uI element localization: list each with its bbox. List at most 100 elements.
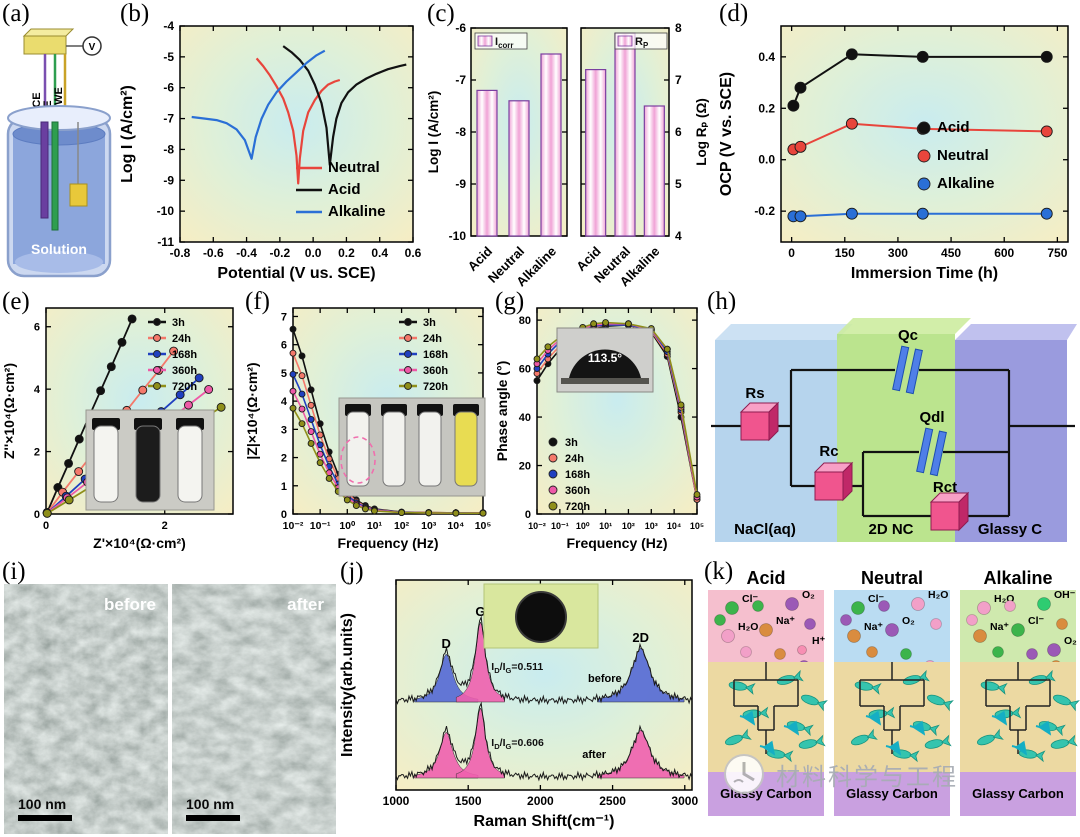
- panel-k-label: (k): [704, 558, 734, 585]
- svg-text:Neutral: Neutral: [328, 159, 380, 176]
- mechanism-schematic: Acid Cl⁻ O₂ H₂O Na⁺ H⁺ Glassy Carbon Neutral Cl⁻…: [704, 568, 1080, 837]
- svg-text:Neutral: Neutral: [937, 147, 989, 164]
- svg-text:0: 0: [525, 509, 531, 521]
- panel-j: (j) 1000 1500 2000 2500 3000 Raman Shift(cm⁻¹…: [338, 558, 704, 837]
- svg-text:1: 1: [281, 481, 287, 493]
- svg-text:360h: 360h: [172, 365, 197, 377]
- svg-text:-8: -8: [163, 142, 174, 156]
- resistor-rs: [739, 401, 780, 442]
- svg-text:10³: 10³: [645, 521, 658, 531]
- svg-text:10⁻¹: 10⁻¹: [310, 520, 331, 532]
- svg-text:10⁻²: 10⁻²: [283, 520, 304, 532]
- svg-text:300: 300: [888, 246, 908, 260]
- panel-h-label: (h): [707, 288, 737, 315]
- svg-text:2500: 2500: [599, 794, 626, 808]
- vial-photo-inset: [338, 397, 486, 497]
- svg-text:7: 7: [675, 73, 682, 87]
- panel-a-label: (a): [2, 0, 30, 27]
- svg-text:10⁵: 10⁵: [690, 521, 704, 531]
- rp-bar-chart: 4 5 6 7 8 Acid Neutral Alkaline Log Rₚ (Ω) RP: [573, 12, 717, 293]
- svg-text:H₂O: H₂O: [928, 589, 948, 601]
- panel-e: (e) 0 2 0 2 4 6 Z'×10⁴(Ω·cm²) Z''×10⁴(Ω·cm²) 3h 2…: [0, 288, 243, 560]
- panel-g-label: (g): [495, 288, 525, 315]
- capacitor-qdl: [916, 427, 947, 477]
- svg-text:750: 750: [1047, 246, 1067, 260]
- svg-text:168h: 168h: [172, 349, 197, 361]
- svg-text:H₂O: H₂O: [738, 621, 758, 633]
- sem-image-after: after 100 nm: [172, 584, 336, 834]
- svg-text:8: 8: [675, 21, 682, 35]
- svg-text:4: 4: [34, 384, 41, 396]
- svg-text:0.6: 0.6: [405, 246, 422, 260]
- svg-text:10⁵: 10⁵: [475, 520, 492, 532]
- solution-label: Solution: [31, 241, 87, 257]
- svg-text:360h: 360h: [565, 485, 590, 497]
- svg-text:4: 4: [281, 396, 288, 408]
- svg-text:Alkaline: Alkaline: [328, 203, 386, 220]
- panel-i: (i) before 100 nm after 100 nm: [0, 558, 338, 837]
- chart-f: 10⁻² 10⁻¹ 10⁰ 10¹ 10² 10³ 10⁴ 10⁵ 0 1 2 3 4 5 6 7 Freque…: [244, 307, 492, 551]
- watermark-logo-icon: [724, 754, 764, 794]
- svg-text:ID/IG=0.606: ID/IG=0.606: [491, 737, 544, 751]
- svg-text:O₂: O₂: [902, 615, 915, 627]
- ce-electrode: [40, 121, 49, 219]
- svg-text:after: after: [582, 749, 607, 761]
- svg-text:-9: -9: [163, 173, 174, 187]
- svg-text:Na⁺: Na⁺: [990, 621, 1009, 633]
- svg-text:720h: 720h: [423, 381, 448, 393]
- svg-text:150: 150: [835, 246, 855, 260]
- region-nacl-label: NaCl(aq): [734, 521, 796, 538]
- ce-label: CE: [31, 92, 43, 107]
- svg-text:-6: -6: [163, 81, 174, 95]
- svg-text:2D: 2D: [632, 630, 649, 645]
- svg-text:Z'×10⁴(Ω·cm²): Z'×10⁴(Ω·cm²): [93, 535, 186, 551]
- equivalent-circuit-schematic: Rs Qc Rc Qdl Rct NaCl(aq) 2D NC Glassy C: [711, 318, 1077, 542]
- watermark: 材料科学与工程: [722, 752, 958, 796]
- circuit-wires: [711, 368, 1075, 518]
- svg-text:Log I (A/cm²): Log I (A/cm²): [119, 85, 136, 183]
- svg-text:2: 2: [34, 447, 40, 459]
- bode-impedance-chart: 10⁻² 10⁻¹ 10⁰ 10¹ 10² 10³ 10⁴ 10⁵ 0 1 2 3 4 5 6 7 Freque…: [243, 294, 493, 563]
- region-boxes: [715, 318, 1077, 542]
- chart-g: 10⁻² 10⁻¹ 10⁰ 10¹ 10² 10³ 10⁴ 10⁵ 0 20 40 60 80 Frequ…: [494, 307, 704, 551]
- svg-text:OH⁻: OH⁻: [1054, 589, 1076, 601]
- cell-schematic: V CE RE WE Solution: [6, 28, 112, 278]
- svg-text:2: 2: [162, 520, 168, 532]
- svg-text:Acid: Acid: [328, 181, 361, 198]
- svg-text:3: 3: [281, 424, 287, 436]
- svg-text:0.2: 0.2: [758, 101, 775, 115]
- region-2dnc-label: 2D NC: [868, 521, 913, 538]
- panel-k: (k) Acid Cl⁻ O₂ H₂O Na⁺ H⁺ Glassy Carbon Neutra…: [704, 558, 1080, 837]
- raman-spectra-chart: 1000 1500 2000 2500 3000 Raman Shift(cm⁻¹) Int…: [338, 572, 704, 837]
- chart-e: 0 2 0 2 4 6 Z'×10⁴(Ω·cm²) Z''×10⁴(Ω·cm²) 3h 24h 16…: [1, 307, 234, 551]
- svg-text:-7: -7: [455, 73, 466, 87]
- svg-text:3h: 3h: [565, 437, 578, 449]
- svg-text:40: 40: [519, 412, 531, 424]
- svg-text:6: 6: [34, 322, 40, 334]
- scalebar-before-label: 100 nm: [18, 796, 66, 812]
- svg-text:7: 7: [281, 311, 287, 323]
- svg-text:3h: 3h: [172, 317, 185, 329]
- svg-text:360h: 360h: [423, 365, 448, 377]
- svg-text:4: 4: [675, 229, 682, 243]
- svg-text:ID/IG=0.511: ID/IG=0.511: [491, 661, 543, 675]
- beaker: Solution: [6, 105, 112, 278]
- panel-f-label: (f): [245, 288, 270, 315]
- panel-c-label: (c): [427, 0, 455, 27]
- svg-text:10⁰: 10⁰: [576, 521, 590, 531]
- voltmeter-icon: [82, 36, 102, 56]
- svg-text:G: G: [475, 604, 485, 619]
- svg-text:0.0: 0.0: [758, 153, 775, 167]
- svg-text:10⁴: 10⁴: [667, 521, 681, 531]
- svg-text:6: 6: [281, 340, 287, 352]
- ocp-chart: 0 150 300 450 600 750 -0.2 0.0 0.2 0.4 Immersion T…: [717, 10, 1080, 293]
- svg-text:Z''×10⁴(Ω·cm²): Z''×10⁴(Ω·cm²): [1, 363, 17, 459]
- svg-text:60: 60: [519, 364, 531, 376]
- svg-text:Potential (V us. SCE): Potential (V us. SCE): [217, 265, 375, 282]
- svg-text:-8: -8: [455, 125, 466, 139]
- svg-text:-6: -6: [455, 21, 466, 35]
- vial-photo-inset: [85, 409, 215, 511]
- svg-text:168h: 168h: [423, 349, 448, 361]
